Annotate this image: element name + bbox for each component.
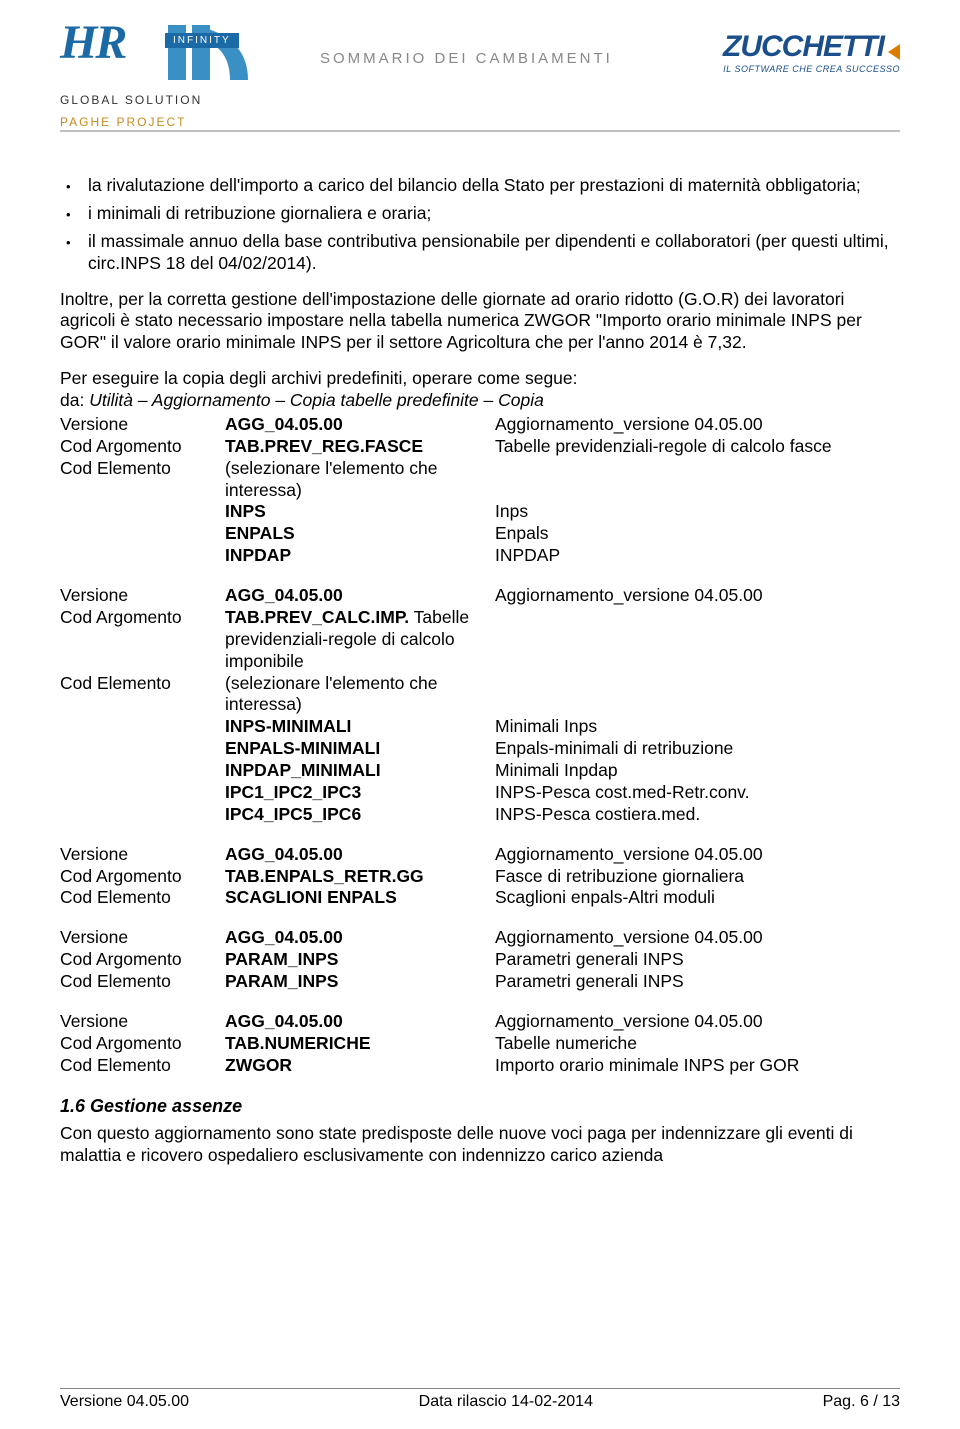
page: HR INFINITY GLOBAL SOLUTION PAGHE PROJEC…	[0, 0, 960, 1429]
label-cod-elemento: Cod Elemento	[60, 971, 225, 993]
label-cod-elemento: Cod Elemento	[60, 458, 225, 502]
label-versione: Versione	[60, 585, 225, 607]
arrow-left-icon	[888, 44, 900, 60]
elem-desc: Enpals-minimali di retribuzione	[495, 738, 900, 760]
ver-desc: Aggiornamento_versione 04.05.00	[495, 414, 900, 436]
ver-code: AGG_04.05.00	[225, 1011, 495, 1033]
elem-desc: Scaglioni enpals-Altri moduli	[495, 887, 900, 909]
zucchetti-name: ZUCCHETTI	[723, 30, 884, 63]
arg-code: TAB.PREV_CALC.IMP.	[225, 607, 409, 627]
elem-desc: INPDAP	[495, 545, 900, 567]
arg-desc: Parametri generali INPS	[495, 949, 900, 971]
header: HR INFINITY GLOBAL SOLUTION PAGHE PROJEC…	[60, 0, 900, 150]
ver-desc: Aggiornamento_versione 04.05.00	[495, 927, 900, 949]
bullet-item: il massimale annuo della base contributi…	[88, 231, 900, 275]
label-cod-argomento: Cod Argomento	[60, 607, 225, 673]
hr-sub-paghe: PAGHE PROJECT	[60, 115, 186, 129]
copy-intro-1: Per eseguire la copia degli archivi pred…	[60, 368, 900, 390]
arg-code: TAB.PREV_REG.FASCE	[225, 436, 495, 458]
footer-date: Data rilascio 14-02-2014	[419, 1393, 593, 1411]
ver-code: AGG_04.05.00	[225, 927, 495, 949]
section-1-6-title: 1.6 Gestione assenze	[60, 1095, 900, 1118]
ver-code: AGG_04.05.00	[225, 585, 495, 607]
elem-desc: INPS-Pesca cost.med-Retr.conv.	[495, 782, 900, 804]
block-param-inps: Versione AGG_04.05.00 Aggiornamento_vers…	[60, 927, 900, 993]
elem-code: IPC4_IPC5_IPC6	[225, 804, 495, 826]
header-title: SOMMARIO DEI CAMBIAMENTI	[320, 50, 613, 67]
bullet-item: i minimali di retribuzione giornaliera e…	[88, 203, 900, 225]
arg-code: TAB.NUMERICHE	[225, 1033, 495, 1055]
elem-code: IPC1_IPC2_IPC3	[225, 782, 495, 804]
elem-desc: Minimali Inps	[495, 716, 900, 738]
label-cod-argomento: Cod Argomento	[60, 949, 225, 971]
hr-infinity-badge: INFINITY	[165, 33, 239, 48]
elem-note: (selezionare l'elemento che interessa)	[225, 673, 495, 717]
ver-code: AGG_04.05.00	[225, 844, 495, 866]
footer-page: Pag. 6 / 13	[823, 1393, 900, 1411]
elem-desc: Enpals	[495, 523, 900, 545]
content: la rivalutazione dell'importo a carico d…	[60, 150, 900, 1167]
arg-desc: Fasce di retribuzione giornaliera	[495, 866, 900, 888]
elem-desc: Minimali Inpdap	[495, 760, 900, 782]
label-versione: Versione	[60, 844, 225, 866]
elem-code: SCAGLIONI ENPALS	[225, 887, 495, 909]
zucchetti-tagline: IL SOFTWARE CHE CREA SUCCESSO	[723, 64, 900, 74]
copy-intro-2: da: Utilità – Aggiornamento – Copia tabe…	[60, 390, 900, 412]
elem-desc: Parametri generali INPS	[495, 971, 900, 993]
section-1-6-body: Con questo aggiornamento sono state pred…	[60, 1123, 900, 1167]
ver-code: AGG_04.05.00	[225, 414, 495, 436]
elem-code: ENPALS-MINIMALI	[225, 738, 495, 760]
elem-note: (selezionare l'elemento che interessa)	[225, 458, 495, 502]
elem-code: ZWGOR	[225, 1055, 495, 1077]
ver-desc: Aggiornamento_versione 04.05.00	[495, 844, 900, 866]
arg-code: PARAM_INPS	[225, 949, 495, 971]
label-versione: Versione	[60, 927, 225, 949]
elem-code: INPDAP_MINIMALI	[225, 760, 495, 782]
elem-code: INPDAP	[225, 545, 495, 567]
elem-desc: INPS-Pesca costiera.med.	[495, 804, 900, 826]
label-cod-elemento: Cod Elemento	[60, 673, 225, 717]
paragraph-gor: Inoltre, per la corretta gestione dell'i…	[60, 289, 900, 355]
ver-desc: Aggiornamento_versione 04.05.00	[495, 585, 900, 607]
block-tab-numeriche: Versione AGG_04.05.00 Aggiornamento_vers…	[60, 1011, 900, 1077]
arg-desc: Tabelle previdenziali-regole di calcolo …	[495, 436, 900, 458]
hr-letters: HR	[60, 16, 125, 69]
elem-desc: Inps	[495, 501, 900, 523]
logo-zucchetti: ZUCCHETTI IL SOFTWARE CHE CREA SUCCESSO	[723, 30, 900, 74]
arg-desc: Tabelle numeriche	[495, 1033, 900, 1055]
elem-code: INPS	[225, 501, 495, 523]
ver-desc: Aggiornamento_versione 04.05.00	[495, 1011, 900, 1033]
elem-code: INPS-MINIMALI	[225, 716, 495, 738]
label-cod-elemento: Cod Elemento	[60, 1055, 225, 1077]
block-enpals-retr: Versione AGG_04.05.00 Aggiornamento_vers…	[60, 844, 900, 910]
elem-code: ENPALS	[225, 523, 495, 545]
label-cod-argomento: Cod Argomento	[60, 1033, 225, 1055]
header-divider	[60, 130, 900, 132]
arg-code: TAB.ENPALS_RETR.GG	[225, 866, 495, 888]
copy-intro-pre: da:	[60, 390, 89, 410]
block-prev-reg-fasce: Versione AGG_04.05.00 Aggiornamento_vers…	[60, 414, 900, 567]
label-cod-elemento: Cod Elemento	[60, 887, 225, 909]
label-cod-argomento: Cod Argomento	[60, 436, 225, 458]
elem-desc: Importo orario minimale INPS per GOR	[495, 1055, 900, 1077]
footer-version: Versione 04.05.00	[60, 1393, 189, 1411]
elem-code: PARAM_INPS	[225, 971, 495, 993]
block-prev-calc-imp: Versione AGG_04.05.00 Aggiornamento_vers…	[60, 585, 900, 826]
bullet-item: la rivalutazione dell'importo a carico d…	[88, 175, 900, 197]
label-cod-argomento: Cod Argomento	[60, 866, 225, 888]
label-versione: Versione	[60, 414, 225, 436]
hr-sub-global: GLOBAL SOLUTION	[60, 93, 202, 107]
copy-intro-path: Utilità – Aggiornamento – Copia tabelle …	[89, 390, 544, 410]
logo-hr-infinity: HR INFINITY GLOBAL SOLUTION PAGHE PROJEC…	[60, 15, 290, 70]
footer: Versione 04.05.00 Data rilascio 14-02-20…	[60, 1388, 900, 1411]
label-versione: Versione	[60, 1011, 225, 1033]
